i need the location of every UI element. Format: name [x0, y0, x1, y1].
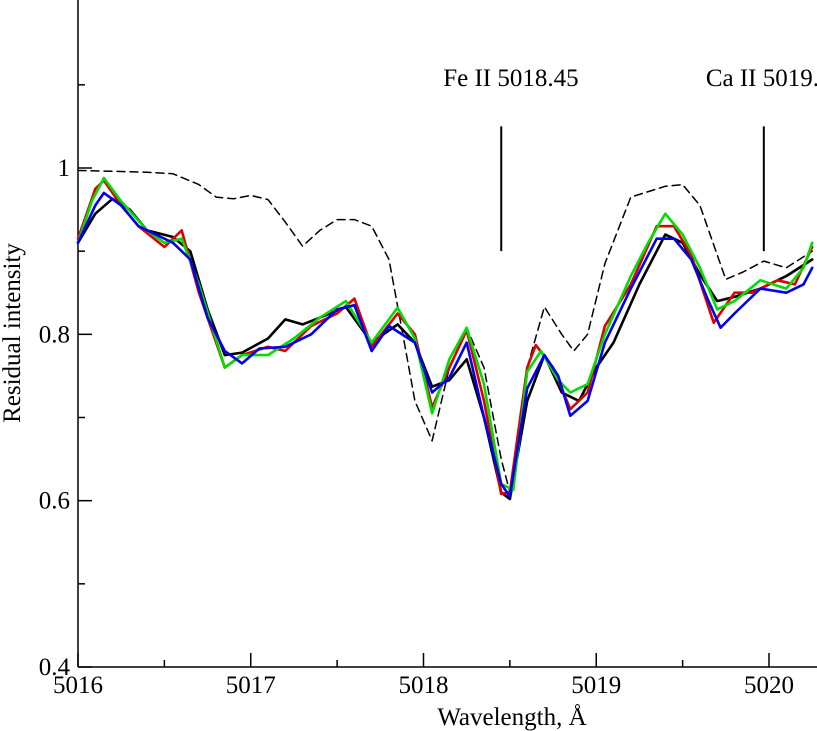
- series-line-1: [76, 197, 814, 501]
- y-tick-label: 0.6: [39, 488, 70, 515]
- y-axis-title: Residual intensity: [0, 243, 26, 423]
- series-line-2: [76, 179, 814, 496]
- y-tick-label: 1: [58, 155, 71, 182]
- y-ticks: 0.4 0.6 0.8 1: [39, 84, 92, 681]
- x-tick-label: 5017: [226, 672, 276, 699]
- y-tick-label: 0.8: [39, 321, 70, 348]
- x-axis-title: Wavelength, Å: [437, 704, 586, 731]
- series-line-3: [76, 176, 814, 492]
- series-line-4: [76, 191, 814, 498]
- line-identification-label: Fe II 5018.45: [443, 65, 578, 92]
- annotations: Fe II 5018.45 Ca II 5019.97: [443, 65, 817, 252]
- line-identification-label: Ca II 5019.97: [706, 65, 817, 92]
- y-tick-label: 0.4: [39, 654, 71, 681]
- plot-area: 5016 5017 5018 5019 5020 0.4 0.6 0.8 1 Fe II 50…: [39, 0, 817, 699]
- x-ticks: 5016 5017 5018 5019 5020: [53, 653, 794, 699]
- x-tick-label: 5019: [571, 672, 621, 699]
- x-tick-label: 5016: [53, 672, 103, 699]
- series-line-0: [77, 169, 813, 494]
- series-layer: [76, 169, 814, 501]
- x-tick-label: 5018: [399, 672, 449, 699]
- x-tick-label: 5020: [744, 672, 794, 699]
